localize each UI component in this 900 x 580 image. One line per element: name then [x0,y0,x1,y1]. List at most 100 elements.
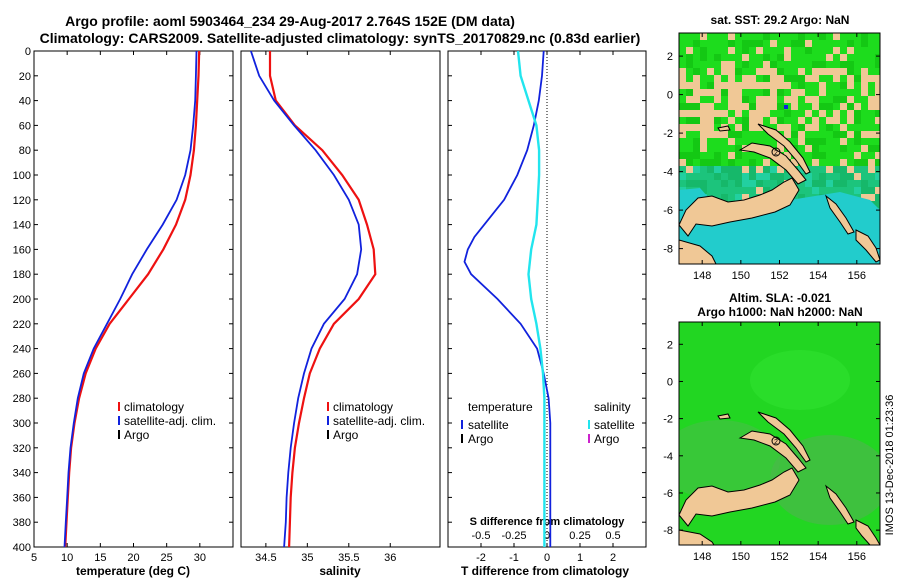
sst-cell [875,173,880,180]
sst-cell [735,187,742,194]
difference-legend-label: satellite [594,418,635,432]
sst-cell [728,194,735,201]
sla-new-guinea [679,467,800,527]
sst-cell [693,173,700,180]
sst-cell [721,187,728,194]
sst-cell [756,75,763,82]
sst-cell [742,33,749,40]
sst-cell [861,124,868,131]
sst-cell [728,173,735,180]
sst-cell [749,68,756,75]
sst-cell [693,40,700,47]
sst-cell [777,96,784,103]
sst-cell [749,103,756,110]
sst-cell [812,40,819,47]
sst-cell [875,40,880,47]
sst-cell [875,33,880,40]
sst-cell [735,47,742,54]
sst-cell [728,145,735,152]
difference-xtick-label: 2 [610,552,616,564]
temperature-ytick-label: 20 [19,71,31,83]
sst-cell [819,61,826,68]
sst-cell [742,96,749,103]
sst-cell [777,40,784,47]
sst-cell [721,152,728,159]
sst-cell [847,187,854,194]
sst-cell [854,180,861,187]
sst-cell [791,124,798,131]
sla-coastlines [679,411,880,545]
sst-cell [861,33,868,40]
sst-map [679,33,880,264]
sst-cell [679,40,686,47]
sst-cell [770,61,777,68]
sst-cell [679,166,686,173]
sst-cell [735,61,742,68]
sst-cell [742,124,749,131]
sst-cell [868,145,875,152]
sst-cell [861,159,868,166]
temperature-ytick-label: 180 [13,269,31,281]
sst-cell [812,33,819,40]
sst-cell [868,68,875,75]
sst-cell [777,68,784,75]
sst-cell [840,61,847,68]
sst-cell [784,89,791,96]
sst-cell [714,173,721,180]
sst-cell [798,166,805,173]
figure-title-line2: Climatology: CARS2009. Satellite-adjuste… [40,30,641,46]
sst-cell [700,75,707,82]
sst-cell [721,145,728,152]
sst-cell [805,180,812,187]
sst-cell [875,166,880,173]
sst-cell [861,187,868,194]
sst-cell [735,117,742,124]
sst-cell [840,82,847,89]
sst-cell [714,166,721,173]
sst-cell [686,138,693,145]
sst-cell [826,82,833,89]
sst-cell [770,173,777,180]
salinity-xtick-label: 35 [301,552,313,564]
salinity-xlabel: salinity [319,564,361,578]
sst-cell [700,152,707,159]
sst-cell [735,152,742,159]
difference-legend-salinity-title: salinity [594,400,631,414]
sst-cell [833,145,840,152]
sst-cell [693,152,700,159]
sst-cell [812,166,819,173]
sst-cell [721,138,728,145]
sla-manus [717,413,731,420]
sst-cell [728,131,735,138]
sst-cell [777,103,784,110]
difference-x2tick-label: 0.25 [569,530,590,542]
sst-cell [791,117,798,124]
difference-x2tick-label: 0.5 [605,530,620,542]
sst-cell [679,96,686,103]
sst-sw-land [679,239,717,264]
sst-cell [770,33,777,40]
sst-cell [728,110,735,117]
sst-cell [721,166,728,173]
sst-cell [742,187,749,194]
sst-cell [714,187,721,194]
sst-cell [805,187,812,194]
sst-cell [854,117,861,124]
sst-argo-marker-label: 2 [774,150,778,157]
sst-cell [833,124,840,131]
sst-cell [714,145,721,152]
temperature-ytick-label: 340 [13,468,31,480]
sst-cell [679,61,686,68]
sst-cell [826,187,833,194]
figure-title-line1: Argo profile: aoml 5903464_234 29-Aug-20… [65,13,515,29]
sst-cell [826,180,833,187]
sst-cell [742,159,749,166]
sst-cell [868,33,875,40]
sst-cell [812,89,819,96]
difference-line-temperature-satellite [463,50,552,547]
sst-cell [833,180,840,187]
sst-cell [840,173,847,180]
sst-cell [756,54,763,61]
